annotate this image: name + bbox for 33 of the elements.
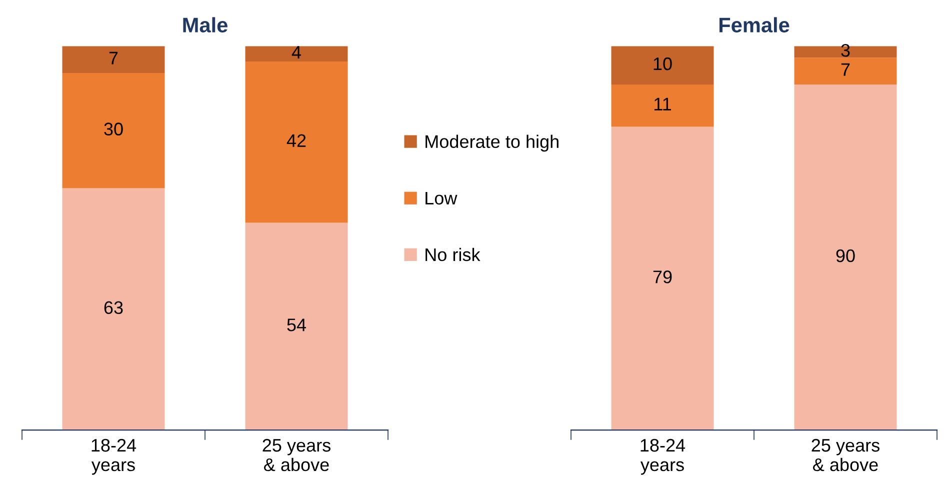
bar bbox=[62, 73, 165, 188]
bar bbox=[62, 188, 165, 430]
data-label: 42 bbox=[286, 134, 306, 147]
x-tick-label: 18-24 years bbox=[91, 438, 136, 475]
data-label: 7 bbox=[109, 52, 118, 64]
bar bbox=[611, 126, 714, 430]
data-label: 11 bbox=[654, 98, 671, 110]
x-tick-label: 25 years & above bbox=[262, 438, 330, 472]
data-label: 7 bbox=[841, 63, 850, 76]
legend-label: No risk bbox=[426, 248, 480, 262]
data-label: 90 bbox=[836, 249, 855, 262]
legend-label: Low bbox=[426, 192, 458, 205]
bar bbox=[245, 46, 348, 62]
x-tick-label: 18-24 years bbox=[640, 438, 686, 475]
legend-label: Moderate to high bbox=[426, 134, 558, 152]
data-label: 30 bbox=[104, 122, 123, 136]
data-label: 4 bbox=[292, 46, 301, 58]
bar bbox=[794, 84, 897, 430]
data-label: 3 bbox=[841, 44, 850, 57]
bar bbox=[62, 46, 165, 74]
x-tick-label: 25 years & above bbox=[812, 438, 880, 472]
bar bbox=[611, 46, 714, 85]
chart-title: Male bbox=[183, 17, 228, 32]
bar bbox=[794, 58, 897, 85]
data-label: 79 bbox=[653, 270, 672, 284]
bar bbox=[245, 62, 348, 223]
bar bbox=[245, 222, 348, 430]
data-label: 54 bbox=[287, 318, 306, 332]
bar bbox=[794, 46, 897, 58]
bar bbox=[611, 84, 714, 127]
data-label: 10 bbox=[654, 57, 672, 70]
chart-title: Female bbox=[719, 17, 790, 32]
data-label: 63 bbox=[104, 301, 123, 314]
